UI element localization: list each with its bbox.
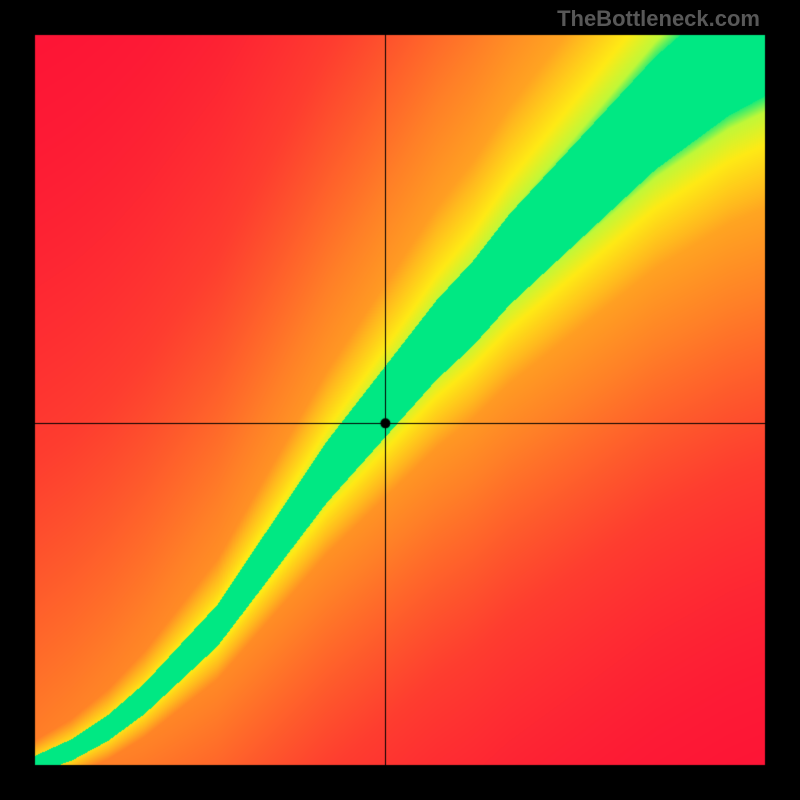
chart-container: TheBottleneck.com [0,0,800,800]
bottleneck-heatmap [0,0,800,800]
watermark-text: TheBottleneck.com [557,6,760,32]
